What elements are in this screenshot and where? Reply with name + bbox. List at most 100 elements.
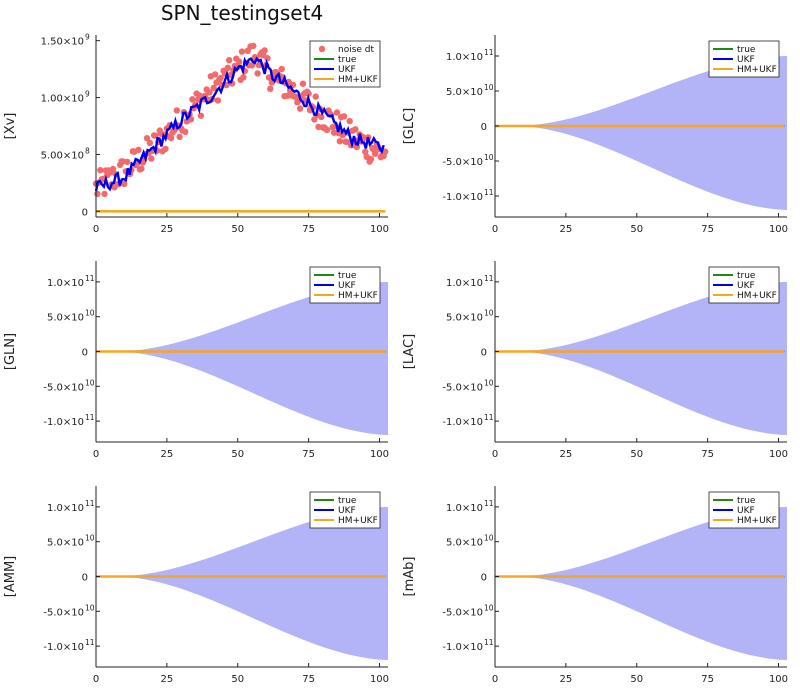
- noise-point: [206, 89, 213, 96]
- y-tick-exponent: 11: [484, 638, 494, 647]
- noise-point: [362, 148, 369, 155]
- noise-point: [162, 145, 169, 153]
- y-tick-label: -5.0×10: [43, 382, 84, 393]
- y-tick-exponent: 10: [85, 603, 95, 612]
- legend-label: true: [737, 496, 756, 506]
- legend-label: HM+UKF: [737, 516, 777, 526]
- y-tick-exponent: 11: [85, 413, 95, 422]
- y-tick-exponent: 10: [484, 309, 494, 318]
- noise-point: [367, 155, 375, 163]
- y-tick-exponent: 11: [484, 48, 494, 57]
- x-tick-label: 0: [492, 224, 498, 235]
- noise-point: [318, 113, 325, 121]
- y-axis-label: [LAC]: [402, 334, 417, 369]
- y-tick-label: -5.0×10: [442, 607, 483, 618]
- noise-point: [224, 64, 231, 72]
- y-tick-exponent: 11: [85, 274, 95, 283]
- noise-point: [238, 48, 246, 55]
- y-tick-label: 5.0×10: [446, 313, 483, 324]
- y-tick-exponent: 11: [85, 638, 95, 647]
- legend-label: HM+UKF: [338, 291, 378, 301]
- y-axis-label: [GLN]: [3, 333, 18, 370]
- y-tick-label: 1.0×10: [446, 503, 483, 514]
- x-tick-label: 0: [93, 224, 99, 235]
- noise-point: [346, 117, 353, 125]
- x-tick-label: 100: [370, 449, 389, 460]
- noise-point: [189, 96, 196, 103]
- noise-point: [264, 55, 271, 62]
- x-tick-label: 75: [701, 449, 714, 460]
- legend-label: noise dt: [338, 45, 375, 55]
- uncertainty-band: [96, 281, 388, 436]
- y-tick-label: 0: [82, 348, 88, 359]
- y-tick-exponent: 10: [85, 378, 95, 387]
- noise-point: [254, 70, 261, 77]
- x-tick-label: 25: [161, 674, 174, 685]
- x-tick-label: 50: [231, 224, 244, 235]
- noise-point: [97, 167, 104, 174]
- y-tick-label: 0: [481, 573, 487, 584]
- legend-label: UKF: [737, 55, 755, 65]
- noise-point: [248, 62, 256, 69]
- y-tick-label: 5.00×10: [41, 150, 84, 161]
- y-axis-label: [GLC]: [402, 108, 417, 145]
- y-tick-label: 0: [481, 348, 487, 359]
- x-tick-label: 25: [560, 674, 573, 685]
- y-tick-exponent: 11: [484, 413, 494, 422]
- noise-point: [372, 150, 379, 157]
- legend-label: HM+UKF: [737, 291, 777, 301]
- y-tick-exponent: 10: [484, 603, 494, 612]
- x-tick-label: 50: [231, 449, 244, 460]
- noise-point: [240, 74, 247, 81]
- x-tick-label: 25: [161, 449, 174, 460]
- noise-point: [236, 58, 243, 65]
- uncertainty-band: [495, 506, 787, 661]
- legend-label: HM+UKF: [737, 65, 777, 75]
- noise-point: [339, 131, 346, 139]
- y-tick-exponent: 9: [85, 33, 90, 42]
- noise-point: [267, 85, 274, 93]
- y-tick-label: 5.0×10: [446, 538, 483, 549]
- noise-point: [143, 135, 151, 142]
- x-tick-label: 100: [370, 674, 389, 685]
- y-tick-exponent: 10: [484, 153, 494, 162]
- x-tick-label: 100: [769, 674, 788, 685]
- x-tick-label: 0: [492, 449, 498, 460]
- noise-point: [312, 93, 319, 100]
- y-tick-label: -1.0×10: [442, 417, 483, 428]
- noise-point: [148, 155, 155, 162]
- noise-point: [296, 105, 304, 112]
- y-tick-label: 1.0×10: [446, 278, 483, 289]
- noise-point: [94, 190, 101, 198]
- x-tick-label: 0: [93, 449, 99, 460]
- noise-point: [101, 190, 108, 198]
- legend-label: UKF: [737, 281, 755, 291]
- y-tick-exponent: 11: [484, 188, 494, 197]
- legend-label: UKF: [338, 281, 356, 291]
- y-tick-label: -5.0×10: [442, 157, 483, 168]
- y-tick-label: 5.0×10: [47, 538, 84, 549]
- y-tick-exponent: 10: [484, 534, 494, 543]
- y-tick-exponent: 11: [484, 499, 494, 508]
- uncertainty-band: [96, 506, 388, 661]
- legend-label: true: [737, 271, 756, 281]
- x-tick-label: 50: [630, 224, 643, 235]
- y-tick-label: 1.0×10: [446, 52, 483, 63]
- x-tick-label: 75: [302, 224, 315, 235]
- noise-point: [135, 146, 142, 154]
- y-tick-exponent: 11: [85, 499, 95, 508]
- noise-point: [217, 74, 224, 82]
- legend-label: UKF: [338, 506, 356, 516]
- chart-title: SPN_testingset4: [161, 1, 323, 25]
- legend-label: true: [338, 55, 357, 65]
- y-tick-label: 1.00×10: [41, 94, 84, 105]
- y-tick-exponent: 10: [85, 534, 95, 543]
- legend-label: UKF: [737, 506, 755, 516]
- noise-point: [182, 128, 189, 135]
- y-tick-exponent: 11: [484, 274, 494, 283]
- y-tick-exponent: 8: [85, 146, 90, 155]
